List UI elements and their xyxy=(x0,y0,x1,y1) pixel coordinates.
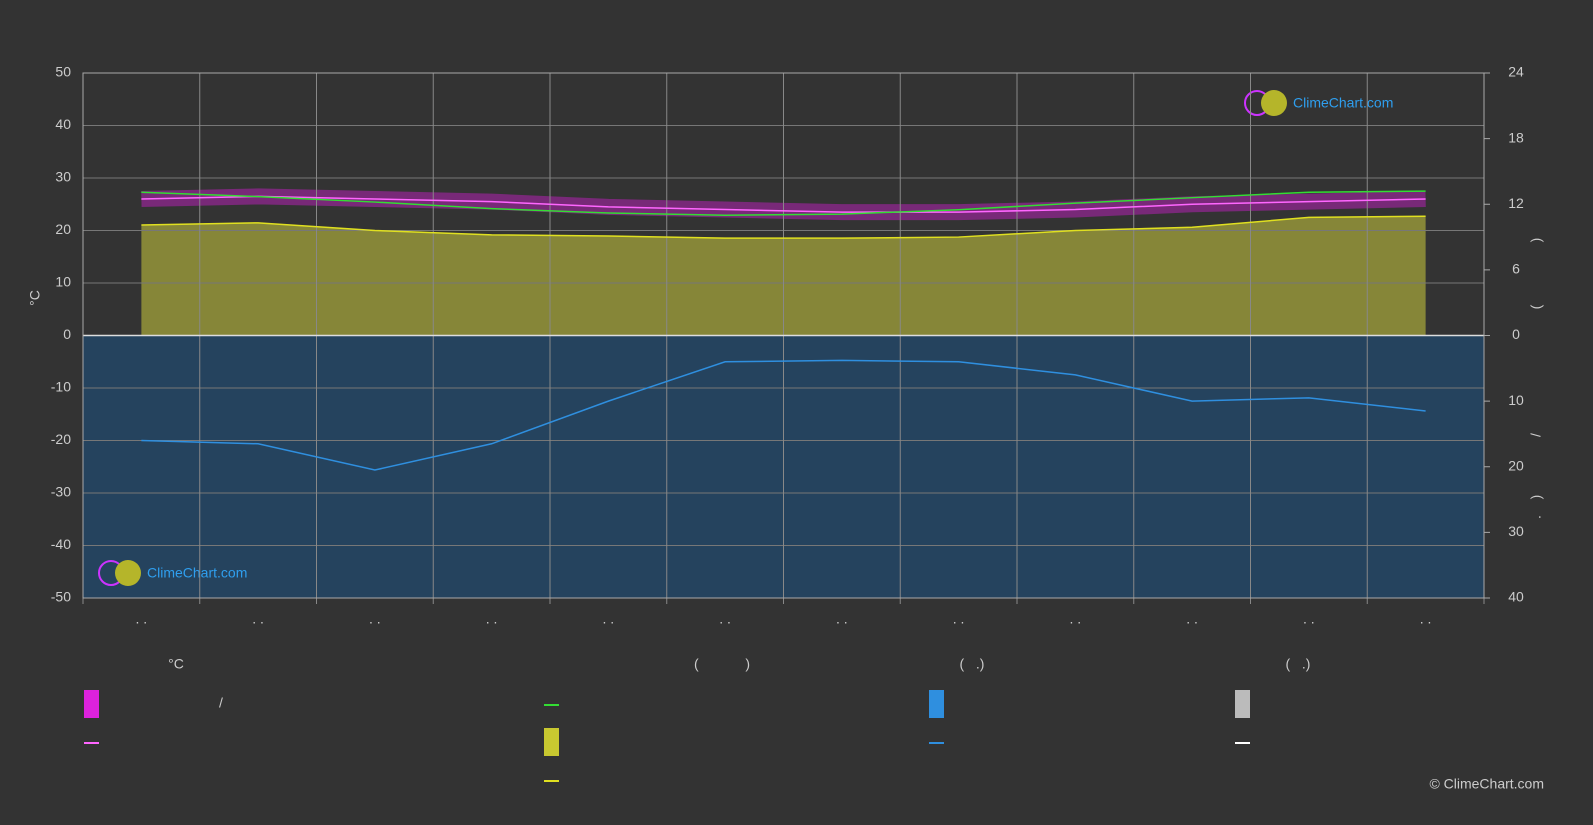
x-tick-label: . . xyxy=(836,611,848,627)
y2-label: . xyxy=(1528,515,1544,519)
x-tick-label: . . xyxy=(719,611,731,627)
y2-label: ) xyxy=(1528,495,1544,500)
y2-tick-label: 24 xyxy=(1508,64,1524,80)
y-tick-label: 0 xyxy=(63,326,71,342)
y2-tick-label: 0 xyxy=(1512,326,1520,342)
logo: ClimeChart.com xyxy=(1244,90,1393,116)
logo-text: ClimeChart.com xyxy=(1293,95,1393,111)
legend-header: ( ) xyxy=(694,656,750,672)
series-line xyxy=(141,195,1426,213)
legend-header: ( .) xyxy=(960,656,985,672)
y2-tick-label: 18 xyxy=(1508,129,1524,145)
x-tick-label: . . xyxy=(486,611,498,627)
copyright: © ClimeChart.com xyxy=(1429,776,1544,792)
x-tick-label: . . xyxy=(603,611,615,627)
y-tick-label: 40 xyxy=(55,116,71,132)
y-tick-label: 20 xyxy=(55,221,71,237)
y2-tick-label: 12 xyxy=(1508,195,1524,211)
y2-tick-label: 30 xyxy=(1508,523,1524,539)
y-label: °C xyxy=(27,290,43,306)
series-line xyxy=(141,215,1426,239)
x-tick-label: . . xyxy=(1186,611,1198,627)
logo-text: ClimeChart.com xyxy=(147,565,247,581)
x-tick-label: . . xyxy=(369,611,381,627)
legend-item: / xyxy=(219,695,223,711)
y2-tick-label: 6 xyxy=(1512,261,1520,277)
legend-header: °C xyxy=(168,656,184,672)
logo: ClimeChart.com xyxy=(98,560,247,586)
x-tick-label: . . xyxy=(1070,611,1082,627)
y2-label: ( xyxy=(1528,304,1544,309)
y-tick-label: -40 xyxy=(51,536,71,552)
legend-header: ( .) xyxy=(1286,656,1311,672)
x-tick-label: . . xyxy=(1420,611,1432,627)
y-tick-label: 30 xyxy=(55,169,71,185)
y-tick-label: 50 xyxy=(55,64,71,80)
legend-swatch xyxy=(84,690,99,718)
y-tick-label: -30 xyxy=(51,484,71,500)
y2-tick-label: 20 xyxy=(1508,457,1524,473)
series-line xyxy=(141,190,1426,216)
y-tick-label: -20 xyxy=(51,431,71,447)
legend-swatch xyxy=(929,690,944,718)
series-line xyxy=(141,359,1426,471)
y-tick-label: 10 xyxy=(55,274,71,290)
y2-label: ) xyxy=(1528,238,1544,243)
y2-tick-label: 10 xyxy=(1508,392,1524,408)
x-tick-label: . . xyxy=(953,611,965,627)
y-tick-label: -50 xyxy=(51,589,71,605)
y2-tick-label: 40 xyxy=(1508,589,1524,605)
x-tick-label: . . xyxy=(1303,611,1315,627)
y-tick-label: -10 xyxy=(51,379,71,395)
x-tick-label: . . xyxy=(252,611,264,627)
x-tick-label: . . xyxy=(136,611,148,627)
legend-swatch xyxy=(544,728,559,756)
legend-swatch xyxy=(1235,690,1250,718)
y2-label: / xyxy=(1528,433,1544,437)
plot-frame xyxy=(82,72,1485,599)
